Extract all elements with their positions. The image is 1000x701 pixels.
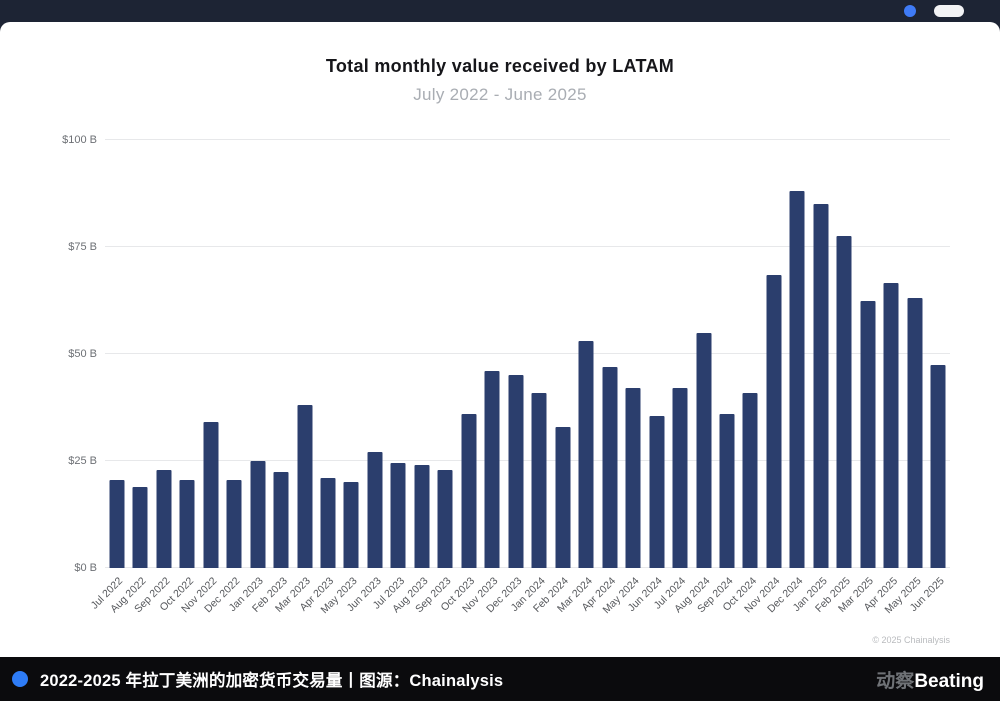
blue-dot-icon — [12, 671, 28, 687]
source-attribution: © 2025 Chainalysis — [872, 635, 950, 645]
bar-sep-2024 — [719, 413, 735, 568]
gridline — [105, 353, 950, 354]
bar-oct-2022 — [179, 480, 195, 568]
brand-white-text: Beating — [914, 670, 984, 692]
plot-wrap: $0 B $25 B $50 B $75 B $100 B Jul 2022 Aug 20… — [62, 134, 950, 616]
bar-aug-2022 — [132, 486, 148, 568]
bar-may-2025 — [907, 298, 923, 568]
chart-panel: Total monthly value received by LATAM Ju… — [0, 22, 1000, 657]
bar-nov-2023 — [484, 371, 500, 568]
bar-aug-2024 — [696, 332, 712, 568]
bar-dec-2024 — [789, 191, 805, 568]
bar-sep-2022 — [156, 469, 172, 568]
bar-oct-2023 — [461, 413, 477, 568]
bar-feb-2024 — [555, 426, 571, 568]
bar-mar-2025 — [860, 300, 876, 568]
bar-oct-2024 — [742, 392, 758, 568]
bar-mar-2024 — [578, 341, 594, 568]
brand-logo: 动察Beating — [876, 666, 984, 693]
bar-aug-2023 — [414, 465, 430, 568]
y-tick-label: $75 B — [68, 241, 97, 253]
bar-jul-2022 — [109, 480, 125, 568]
bar-nov-2022 — [203, 422, 219, 568]
bar-feb-2023 — [273, 471, 289, 568]
bar-apr-2024 — [602, 366, 618, 568]
bar-dec-2022 — [226, 480, 242, 568]
pill-button[interactable] — [934, 5, 964, 17]
bar-feb-2025 — [836, 236, 852, 568]
bar-jun-2024 — [649, 416, 665, 568]
gridline — [105, 567, 950, 568]
footer-caption: 2022-2025 年拉丁美洲的加密货币交易量丨图源：Chainalysis — [40, 672, 504, 690]
x-axis: Jul 2022 Aug 2022 Sep 2022 Oct 2022 Nov 2022… — [88, 575, 947, 617]
gridline — [105, 139, 950, 140]
bar-apr-2025 — [883, 283, 899, 568]
chart-title: Total monthly value received by LATAM — [325, 56, 675, 76]
bar-nov-2024 — [766, 274, 782, 568]
bar-jan-2025 — [813, 204, 829, 568]
y-axis: $0 B $25 B $50 B $75 B $100 B — [43, 134, 97, 574]
bar-apr-2023 — [320, 478, 336, 568]
bar-jan-2024 — [531, 392, 547, 568]
y-tick-label: $50 B — [68, 348, 97, 360]
bar-jun-2025 — [930, 364, 946, 568]
footer-bar: 2022-2025 年拉丁美洲的加密货币交易量丨图源：Chainalysis 动… — [0, 657, 1000, 701]
chart-subtitle: July 2022 - June 2025 — [413, 85, 587, 104]
bar-dec-2023 — [508, 375, 524, 568]
bar-sep-2023 — [437, 469, 453, 568]
bar-mar-2023 — [297, 405, 312, 568]
blue-dot-icon — [904, 5, 916, 17]
bar-may-2024 — [625, 388, 641, 568]
bar-jan-2023 — [250, 461, 266, 568]
bar-jul-2024 — [672, 388, 688, 568]
brand-gray-text: 动察 — [876, 670, 915, 692]
bar-jul-2023 — [390, 463, 406, 568]
y-tick-label: $100 B — [62, 134, 97, 146]
plot-area — [105, 139, 950, 568]
top-bar — [0, 0, 1000, 22]
y-tick-label: $25 B — [68, 455, 97, 467]
y-tick-label: $0 B — [74, 562, 97, 574]
gridline — [105, 460, 950, 461]
gridline — [105, 246, 950, 247]
bar-may-2023 — [343, 482, 359, 568]
bar-jun-2023 — [367, 452, 383, 568]
